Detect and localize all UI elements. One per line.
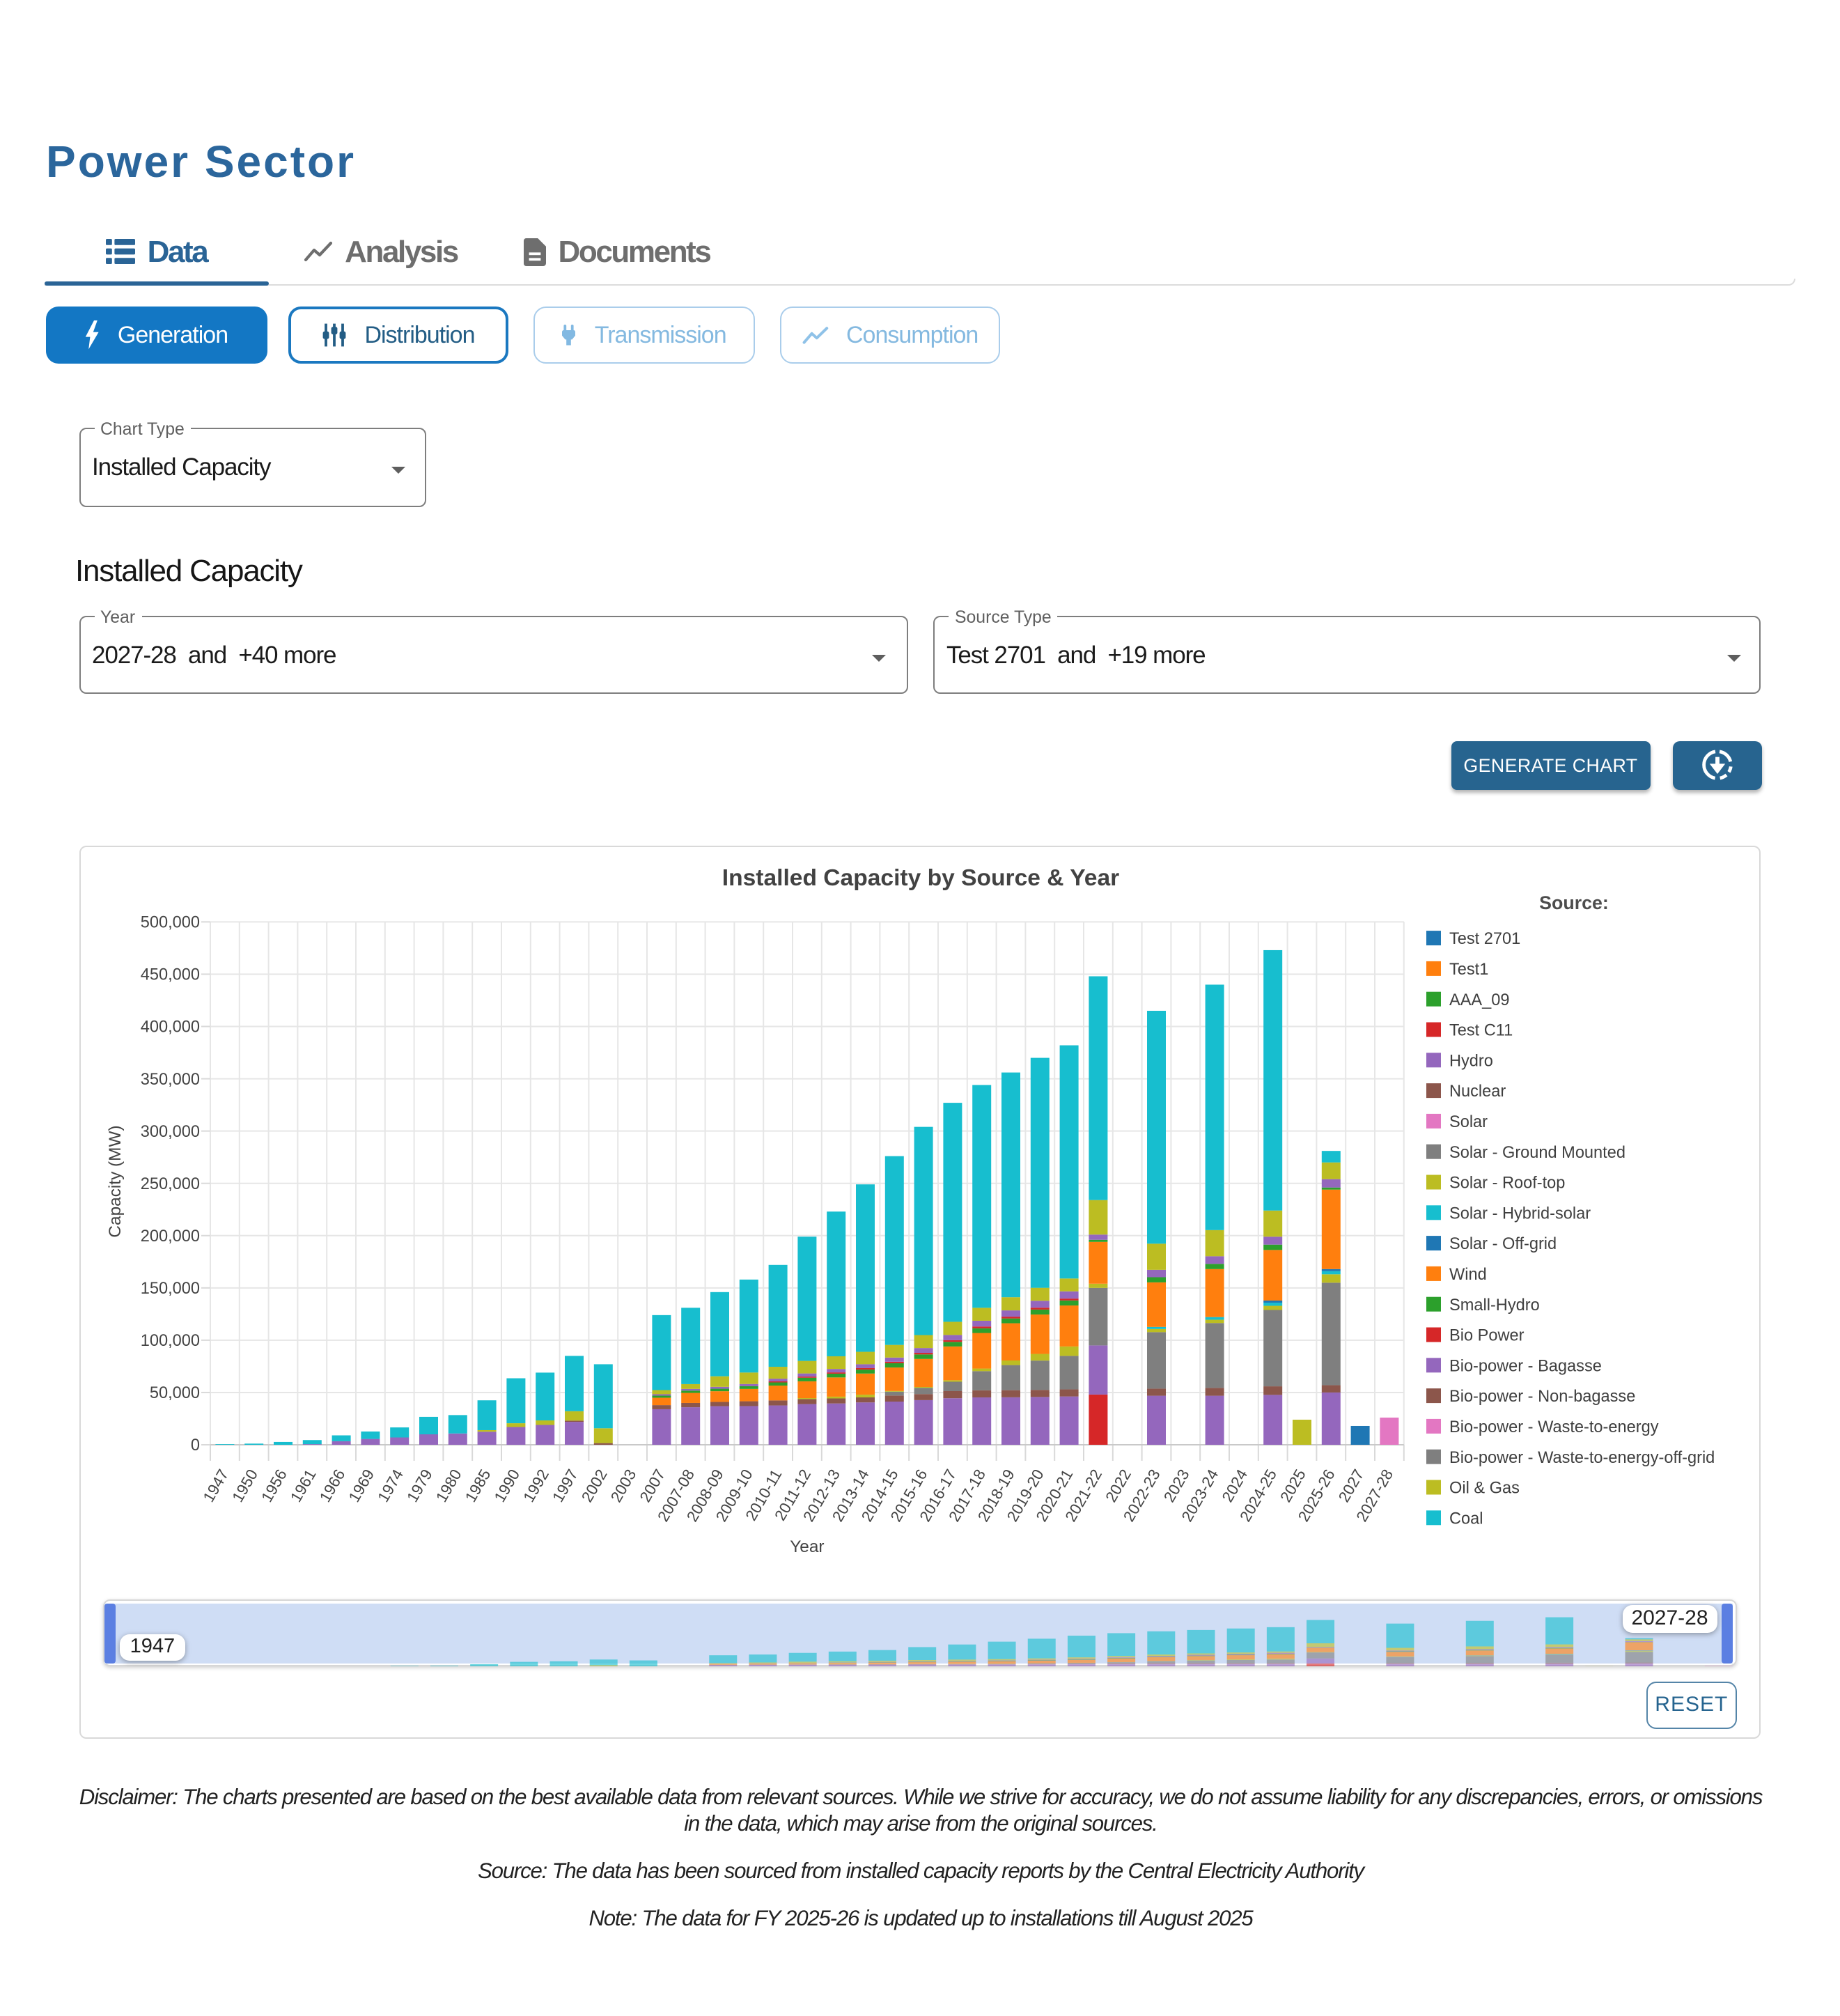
svg-text:Oil & Gas: Oil & Gas [1449, 1479, 1520, 1497]
svg-text:Bio-power - Waste-to-energy-of: Bio-power - Waste-to-energy-off-grid [1449, 1448, 1715, 1466]
svg-text:Solar - Hybrid-solar: Solar - Hybrid-solar [1449, 1204, 1591, 1223]
svg-text:Test C11: Test C11 [1449, 1021, 1513, 1039]
svg-text:Coal: Coal [1449, 1510, 1483, 1528]
svg-text:500,000: 500,000 [141, 913, 200, 931]
svg-text:400,000: 400,000 [141, 1018, 200, 1036]
svg-text:150,000: 150,000 [141, 1280, 200, 1298]
svg-text:Nuclear: Nuclear [1449, 1083, 1506, 1101]
svg-text:0: 0 [191, 1436, 200, 1455]
svg-text:Bio-power - Waste-to-energy: Bio-power - Waste-to-energy [1449, 1418, 1659, 1436]
svg-text:1985: 1985 [462, 1467, 494, 1506]
svg-text:Source:: Source: [1539, 893, 1609, 914]
svg-text:Test1: Test1 [1449, 961, 1488, 979]
svg-text:Small-Hydro: Small-Hydro [1449, 1296, 1540, 1314]
svg-text:Bio Power: Bio Power [1449, 1326, 1525, 1344]
svg-text:Solar - Ground Mounted: Solar - Ground Mounted [1449, 1143, 1625, 1161]
svg-text:AAA_09: AAA_09 [1449, 991, 1510, 1009]
svg-text:1997: 1997 [549, 1467, 582, 1506]
svg-text:300,000: 300,000 [141, 1122, 200, 1140]
svg-text:1956: 1956 [258, 1467, 290, 1506]
svg-text:Test 2701: Test 2701 [1449, 930, 1520, 948]
svg-text:50,000: 50,000 [150, 1384, 200, 1402]
svg-text:1950: 1950 [228, 1467, 261, 1506]
svg-text:1990: 1990 [491, 1467, 524, 1506]
svg-text:1947: 1947 [200, 1467, 233, 1506]
svg-text:1979: 1979 [403, 1467, 436, 1506]
svg-text:Solar: Solar [1449, 1113, 1488, 1131]
svg-text:Installed Capacity by Source &: Installed Capacity by Source & Year [722, 866, 1119, 892]
svg-text:1974: 1974 [374, 1467, 407, 1506]
svg-text:Wind: Wind [1449, 1266, 1487, 1284]
svg-text:2003: 2003 [607, 1467, 640, 1506]
svg-text:200,000: 200,000 [141, 1227, 200, 1246]
svg-text:1966: 1966 [316, 1467, 349, 1506]
svg-text:Solar - Off-grid: Solar - Off-grid [1449, 1235, 1557, 1253]
svg-text:350,000: 350,000 [141, 1070, 200, 1088]
svg-text:Bio-power - Non-bagasse: Bio-power - Non-bagasse [1449, 1388, 1635, 1406]
svg-text:Solar - Roof-top: Solar - Roof-top [1449, 1174, 1565, 1192]
svg-text:450,000: 450,000 [141, 966, 200, 984]
svg-text:1961: 1961 [287, 1467, 320, 1506]
svg-text:250,000: 250,000 [141, 1174, 200, 1193]
svg-text:100,000: 100,000 [141, 1332, 200, 1350]
svg-text:Capacity (MW): Capacity (MW) [106, 1126, 125, 1238]
svg-text:Bio-power - Bagasse: Bio-power - Bagasse [1449, 1357, 1602, 1375]
svg-text:1980: 1980 [432, 1467, 465, 1506]
svg-text:1969: 1969 [345, 1467, 378, 1506]
svg-text:Year: Year [790, 1538, 824, 1557]
svg-text:Hydro: Hydro [1449, 1052, 1493, 1070]
svg-text:2002: 2002 [578, 1467, 611, 1506]
svg-text:1992: 1992 [520, 1467, 552, 1506]
